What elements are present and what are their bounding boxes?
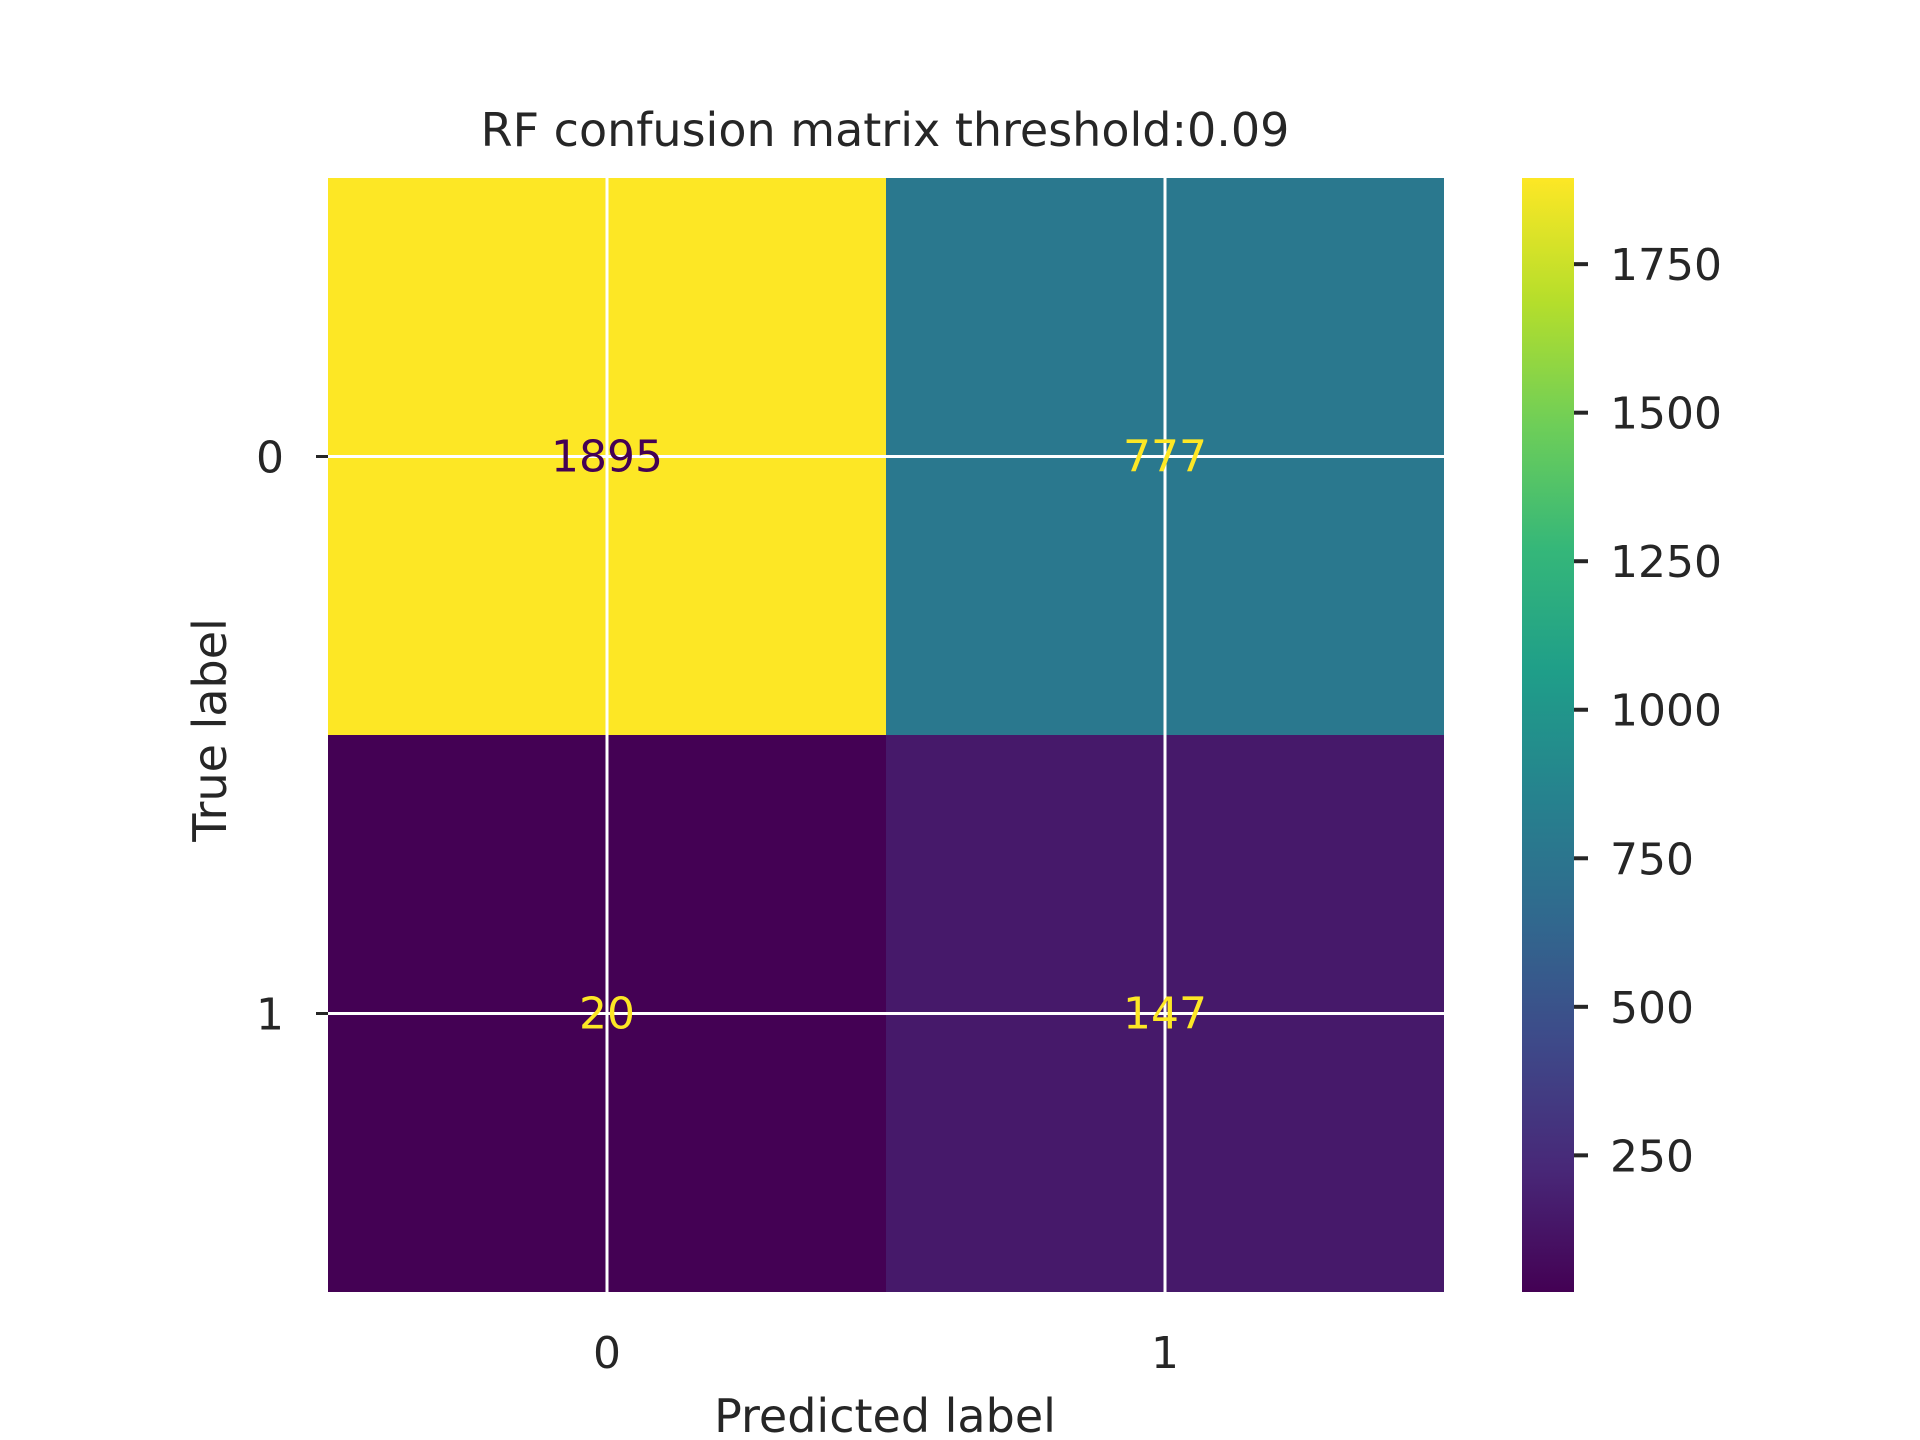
y-axis-ticks: 01 [256, 433, 328, 1041]
colorbar-tick-label: 1250 [1610, 537, 1722, 588]
colorbar-tick-label: 500 [1610, 983, 1694, 1034]
y-tick-label: 1 [256, 990, 284, 1041]
colorbar [1522, 178, 1574, 1292]
x-tick-label: 0 [593, 1328, 621, 1379]
cell-value-labels: 1895 777 20 147 [551, 432, 1207, 1040]
matrix-cells [328, 178, 1444, 1292]
y-axis-label: True label [183, 618, 237, 843]
colorbar-ticks: 250 500 750 1000 1250 1500 1750 [1574, 240, 1722, 1182]
colorbar-tick-label: 750 [1610, 834, 1694, 885]
grid-lines [328, 178, 1444, 1292]
cell-value-1-0: 20 [579, 989, 635, 1040]
colorbar-tick-label: 250 [1610, 1131, 1694, 1182]
colorbar-tick-label: 1000 [1610, 686, 1722, 737]
x-axis-label: Predicted label [714, 1389, 1056, 1440]
cell-value-0-0: 1895 [551, 432, 663, 483]
chart-title: RF confusion matrix threshold:0.09 [481, 103, 1290, 157]
colorbar-tick-label: 1500 [1610, 389, 1722, 440]
y-tick-label: 0 [256, 433, 284, 484]
x-tick-label: 1 [1151, 1328, 1179, 1379]
cell-value-0-1: 777 [1123, 432, 1207, 483]
colorbar-tick-label: 1750 [1610, 240, 1722, 291]
cell-value-1-1: 147 [1123, 989, 1207, 1040]
